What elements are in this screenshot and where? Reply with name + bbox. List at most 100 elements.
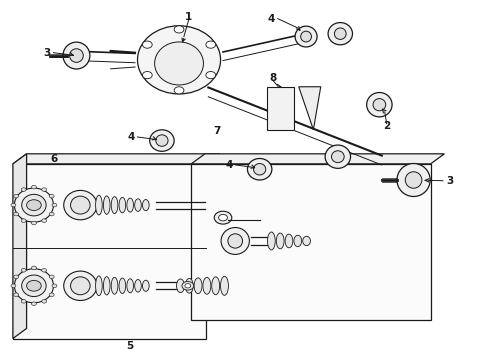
- Text: 8: 8: [269, 73, 276, 83]
- Circle shape: [143, 72, 152, 79]
- Ellipse shape: [22, 275, 46, 297]
- Polygon shape: [13, 154, 220, 164]
- Ellipse shape: [96, 276, 102, 296]
- Circle shape: [31, 185, 36, 189]
- Ellipse shape: [64, 190, 97, 220]
- Ellipse shape: [220, 276, 228, 295]
- Ellipse shape: [194, 278, 202, 294]
- Ellipse shape: [253, 163, 266, 175]
- Polygon shape: [13, 164, 206, 338]
- Circle shape: [206, 41, 216, 48]
- Ellipse shape: [156, 135, 168, 146]
- Text: 3: 3: [446, 176, 454, 186]
- Ellipse shape: [150, 130, 174, 151]
- Ellipse shape: [367, 93, 392, 117]
- Circle shape: [49, 194, 54, 198]
- Ellipse shape: [285, 234, 293, 248]
- Text: 4: 4: [226, 160, 233, 170]
- Circle shape: [206, 72, 216, 79]
- Circle shape: [31, 266, 36, 270]
- Circle shape: [174, 87, 184, 94]
- Circle shape: [21, 188, 26, 192]
- Circle shape: [14, 293, 19, 297]
- Circle shape: [14, 194, 19, 198]
- Ellipse shape: [96, 195, 102, 215]
- Ellipse shape: [143, 280, 149, 291]
- Ellipse shape: [103, 276, 110, 295]
- Text: 2: 2: [383, 121, 391, 131]
- Circle shape: [11, 203, 16, 207]
- Polygon shape: [191, 154, 444, 164]
- Text: 7: 7: [214, 126, 221, 135]
- Ellipse shape: [143, 199, 149, 211]
- Polygon shape: [299, 87, 321, 130]
- Ellipse shape: [373, 99, 386, 111]
- Circle shape: [26, 200, 41, 211]
- Ellipse shape: [331, 151, 344, 163]
- Ellipse shape: [138, 26, 220, 94]
- Ellipse shape: [334, 28, 346, 40]
- Text: 6: 6: [51, 154, 58, 164]
- Ellipse shape: [294, 235, 302, 247]
- Circle shape: [21, 269, 26, 272]
- Circle shape: [185, 284, 191, 288]
- Ellipse shape: [70, 49, 83, 62]
- Circle shape: [14, 275, 19, 279]
- Circle shape: [31, 221, 36, 225]
- Ellipse shape: [103, 196, 110, 214]
- Ellipse shape: [135, 279, 141, 292]
- Ellipse shape: [221, 228, 249, 255]
- Ellipse shape: [328, 23, 352, 45]
- Circle shape: [42, 219, 47, 222]
- Ellipse shape: [325, 145, 350, 168]
- Ellipse shape: [111, 197, 118, 213]
- Circle shape: [14, 212, 19, 216]
- Circle shape: [52, 284, 57, 288]
- Ellipse shape: [111, 277, 118, 294]
- Circle shape: [49, 275, 54, 279]
- Ellipse shape: [185, 278, 193, 293]
- Circle shape: [52, 203, 57, 207]
- Circle shape: [42, 188, 47, 192]
- Ellipse shape: [247, 158, 272, 180]
- Text: 4: 4: [268, 14, 275, 24]
- Ellipse shape: [295, 26, 317, 47]
- Ellipse shape: [127, 279, 133, 293]
- Ellipse shape: [301, 31, 312, 42]
- Ellipse shape: [14, 269, 53, 303]
- Circle shape: [214, 211, 232, 224]
- Circle shape: [49, 293, 54, 297]
- Ellipse shape: [276, 233, 284, 249]
- Ellipse shape: [119, 278, 125, 293]
- Text: 5: 5: [126, 341, 134, 351]
- Circle shape: [11, 284, 16, 288]
- Ellipse shape: [127, 198, 133, 212]
- Ellipse shape: [14, 188, 53, 222]
- Ellipse shape: [268, 232, 275, 250]
- Ellipse shape: [64, 271, 97, 301]
- Circle shape: [219, 215, 227, 221]
- Text: 1: 1: [185, 12, 193, 22]
- Ellipse shape: [203, 277, 211, 294]
- Ellipse shape: [176, 279, 184, 293]
- Circle shape: [26, 280, 41, 291]
- Ellipse shape: [155, 42, 203, 85]
- Text: 3: 3: [44, 48, 51, 58]
- Circle shape: [42, 269, 47, 272]
- Circle shape: [182, 282, 194, 290]
- Circle shape: [49, 212, 54, 216]
- Circle shape: [21, 300, 26, 303]
- Bar: [267, 87, 294, 130]
- Text: 4: 4: [128, 132, 135, 142]
- Ellipse shape: [212, 277, 220, 295]
- Ellipse shape: [397, 163, 430, 197]
- Ellipse shape: [228, 234, 243, 248]
- Ellipse shape: [63, 42, 90, 69]
- Ellipse shape: [119, 197, 125, 213]
- Circle shape: [174, 26, 184, 33]
- Circle shape: [143, 41, 152, 48]
- Ellipse shape: [405, 172, 422, 188]
- Circle shape: [42, 300, 47, 303]
- Ellipse shape: [303, 236, 311, 246]
- Ellipse shape: [71, 277, 90, 295]
